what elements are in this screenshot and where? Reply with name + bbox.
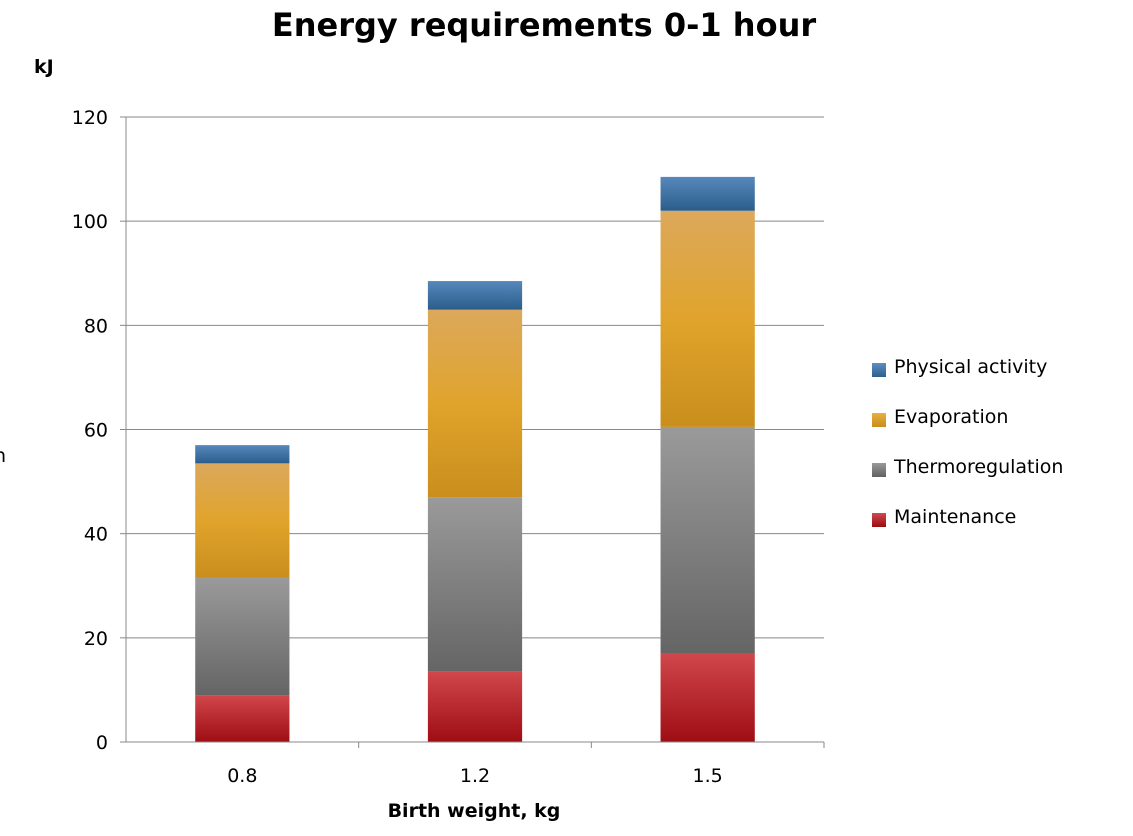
x-tick-labels: 0.8 1.2 1.5 [227, 765, 723, 787]
y-tick-label: 60 [84, 420, 108, 442]
legend-item-thermoregulation: Thermoregulation [872, 442, 1063, 492]
y-tick-label: 80 [84, 315, 108, 337]
legend: Physical activity Evaporation Thermoregu… [872, 342, 1063, 542]
legend-item-evaporation: Evaporation [872, 392, 1063, 442]
y-tick-label: 100 [72, 211, 108, 233]
y-tick-label: 20 [84, 628, 108, 650]
legend-label: Maintenance [894, 506, 1017, 528]
bar-segment-maintenance [427, 671, 523, 742]
x-tick-label: 1.5 [693, 765, 723, 787]
x-axis-label: Birth weight, kg [387, 800, 561, 822]
x-tick-label: 1.2 [460, 765, 490, 787]
legend-swatch [872, 513, 886, 527]
bar-segment-maintenance [195, 695, 290, 742]
bars [195, 176, 755, 742]
legend-label: Evaporation [894, 406, 1009, 428]
bar-segment-evaporation [660, 210, 755, 427]
legend-swatch [872, 363, 886, 377]
legend-swatch [872, 413, 886, 427]
chart-title: Energy requirements 0-1 hour [271, 6, 817, 44]
x-tick-label: 0.8 [227, 765, 257, 787]
y-tick-label: 120 [72, 107, 108, 129]
bar-segment-thermoregulation [427, 497, 523, 672]
y-tick-label: 40 [84, 524, 108, 546]
y-tick-label: 0 [96, 732, 108, 754]
bar-segment-maintenance [660, 653, 755, 742]
bar-segment-evaporation [195, 463, 290, 578]
bar-segment-physical-activity [195, 445, 290, 464]
bar-segment-evaporation [427, 309, 523, 498]
legend-label: Physical activity [894, 356, 1048, 378]
clipped-text-fragment: n [0, 445, 7, 467]
legend-label: Thermoregulation [894, 456, 1064, 478]
bar-segment-physical-activity [427, 281, 523, 310]
y-tick-labels: 0 20 40 60 80 100 120 [72, 107, 108, 754]
legend-swatch [872, 463, 886, 477]
bar-segment-physical-activity [660, 176, 755, 211]
legend-item-physical-activity: Physical activity [872, 342, 1063, 392]
bar-segment-thermoregulation [660, 426, 755, 654]
y-axis-label: kJ [34, 56, 54, 78]
bar-segment-thermoregulation [195, 577, 290, 696]
legend-item-maintenance: Maintenance [872, 492, 1063, 542]
axes [125, 117, 825, 748]
